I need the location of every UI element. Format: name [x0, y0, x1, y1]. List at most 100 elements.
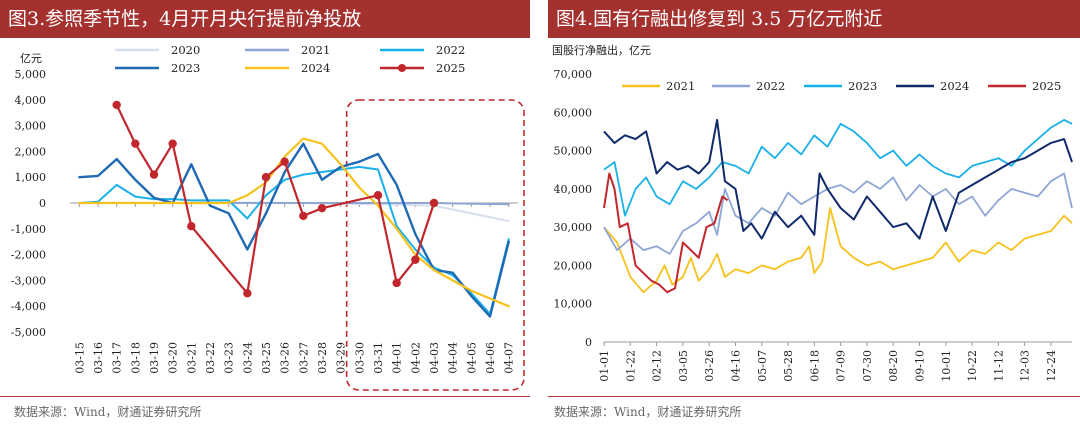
series-line-2021 — [603, 207, 1073, 294]
x-tick-label-03-20: 03-20 — [167, 342, 180, 374]
x-tick-label-03-28: 03-28 — [316, 342, 329, 374]
x-tick-label-04-03: 04-03 — [428, 342, 441, 374]
x-tick-label-01-01: 01-01 — [598, 350, 611, 382]
x-tick-label-12-24: 12-24 — [1045, 350, 1058, 382]
left-chart: 亿元 5,000 4,000 3,000 2,000 1,000 0 -1,000 -2,000… — [11, 43, 525, 391]
x-tick-label-04-04: 04-04 — [447, 342, 460, 374]
x-tick-label-03-17: 03-17 — [111, 342, 124, 374]
legend-marker-2025 — [398, 64, 406, 72]
x-tick-label-03-23: 03-23 — [223, 342, 236, 374]
legend-label-2021: 2021 — [666, 79, 695, 93]
y-tick-label-0: 0 — [585, 336, 592, 349]
y-axis-label: 亿元 — [20, 52, 42, 65]
series-point-2025-2 — [149, 170, 159, 179]
y-tick-label-10-000: 10,000 — [554, 298, 593, 311]
x-tick-label-04-16: 04-16 — [729, 350, 742, 382]
y-tick-label-2-000: 2,000 — [15, 145, 47, 158]
y-axis-label: 国股行净融出，亿元 — [552, 43, 651, 57]
x-tick-label-10-22: 10-22 — [966, 350, 979, 382]
x-tick-label-03-15: 03-15 — [73, 342, 86, 374]
right-chart: 国股行净融出，亿元 70,000 60,000 50,000 40,000 30,000 2… — [552, 43, 1073, 382]
series-line-2025 — [603, 172, 729, 294]
x-tick-label-03-30: 03-30 — [353, 342, 366, 374]
right-source: 数据来源：Wind，财通证券研究所 — [554, 405, 742, 419]
legend-label-2024: 2024 — [940, 79, 969, 93]
left-separator — [0, 396, 530, 397]
right-chart-title: 图4.国有行融出修复到 3.5 万亿元附近 — [548, 0, 1080, 38]
y-tick-label-60-000: 60,000 — [554, 106, 593, 119]
series-point-2025-5 — [243, 289, 252, 298]
y-tick-label-2-000: -2,000 — [11, 249, 46, 262]
x-tick-label-03-22: 03-22 — [204, 342, 217, 374]
x-tick-label-03-19: 03-19 — [148, 342, 161, 374]
y-tick-label-50-000: 50,000 — [554, 145, 593, 158]
legend-label-2023: 2023 — [171, 61, 200, 75]
x-tick-label-03-18: 03-18 — [129, 342, 142, 374]
x-tick-label-11-12: 11-12 — [992, 350, 1005, 382]
left-source: 数据来源：Wind，财通证券研究所 — [14, 405, 202, 419]
x-tick-label-03-31: 03-31 — [372, 342, 385, 374]
series-point-2025-7 — [280, 157, 289, 166]
y-tick-label-5-000: -5,000 — [11, 326, 46, 339]
x-tick-label-10-01: 10-01 — [940, 350, 953, 382]
series-line-2022 — [603, 172, 1073, 255]
series-point-2025-6 — [261, 173, 271, 182]
legend-label-2021: 2021 — [301, 43, 330, 57]
y-tick-label-30-000: 30,000 — [554, 221, 593, 234]
x-tick-label-03-27: 03-27 — [297, 342, 310, 374]
x-tick-label-04-07: 04-07 — [503, 342, 516, 374]
series-point-2025-0 — [112, 100, 121, 110]
y-tick-label-3-000: 3,000 — [15, 120, 47, 133]
y-tick-label-0: 0 — [39, 197, 46, 210]
series-point-2025-3 — [168, 139, 177, 148]
left-chart-title: 图3.参照季节性，4月开月央行提前净投放 — [0, 0, 530, 38]
series-point-2025-1 — [131, 139, 140, 148]
x-tick-label-07-30: 07-30 — [861, 350, 874, 382]
series-line-2022 — [78, 165, 510, 315]
y-tick-label-4-000: -4,000 — [11, 300, 46, 313]
y-tick-label-3-000: -3,000 — [11, 274, 46, 287]
series-point-2025-4 — [187, 222, 196, 231]
right-separator — [548, 396, 1080, 397]
x-tick-label-05-28: 05-28 — [782, 350, 795, 382]
x-tick-label-04-02: 04-02 — [409, 342, 422, 374]
series-line-2020 — [78, 201, 510, 223]
x-tick-label-04-05: 04-05 — [465, 342, 478, 374]
y-tick-label-20-000: 20,000 — [554, 259, 593, 272]
series-point-2025-13 — [429, 198, 439, 208]
x-tick-label-08-20: 08-20 — [887, 350, 900, 382]
y-tick-label-70-000: 70,000 — [554, 68, 593, 81]
x-tick-label-05-07: 05-07 — [756, 350, 769, 382]
series-point-2025-10 — [373, 191, 383, 200]
left-panel: 图3.参照季节性，4月开月央行提前净投放 亿元 5,000 4,000 3,000 2,… — [0, 0, 530, 426]
y-tick-label-1-000: 1,000 — [15, 171, 47, 184]
x-tick-label-12-03: 12-03 — [1019, 350, 1032, 382]
x-tick-label-01-22: 01-22 — [624, 350, 637, 382]
y-tick-label-40-000: 40,000 — [554, 183, 593, 196]
legend-label-2023: 2023 — [848, 79, 877, 93]
series-point-2025-8 — [299, 211, 308, 221]
series-line-2023 — [78, 142, 510, 318]
series-line-2024 — [78, 137, 510, 308]
x-tick-label-03-24: 03-24 — [241, 342, 254, 374]
x-tick-label-03-16: 03-16 — [92, 342, 105, 374]
y-tick-label-1-000: -1,000 — [11, 223, 46, 236]
x-tick-label-04-01: 04-01 — [391, 342, 404, 374]
series-point-2025-9 — [317, 203, 327, 213]
legend-label-2025: 2025 — [436, 61, 465, 75]
x-tick-label-03-26: 03-26 — [279, 342, 292, 374]
x-tick-label-07-09: 07-09 — [835, 350, 848, 382]
highlight-box — [345, 99, 525, 391]
legend-label-2024: 2024 — [301, 61, 330, 75]
series-point-2025-12 — [411, 255, 420, 264]
series-line-2023 — [603, 119, 1073, 217]
x-tick-label-04-06: 04-06 — [484, 342, 497, 374]
x-tick-label-03-26: 03-26 — [703, 350, 716, 382]
right-panel: 图4.国有行融出修复到 3.5 万亿元附近 国股行净融出，亿元 70,000 60,… — [548, 0, 1080, 426]
y-tick-label-5-000: 5,000 — [15, 68, 47, 81]
x-tick-label-06-18: 06-18 — [808, 350, 821, 382]
x-tick-label-02-12: 02-12 — [651, 350, 664, 382]
x-tick-label-03-25: 03-25 — [260, 342, 273, 374]
legend-label-2022: 2022 — [436, 43, 465, 57]
x-tick-label-03-21: 03-21 — [185, 342, 198, 374]
